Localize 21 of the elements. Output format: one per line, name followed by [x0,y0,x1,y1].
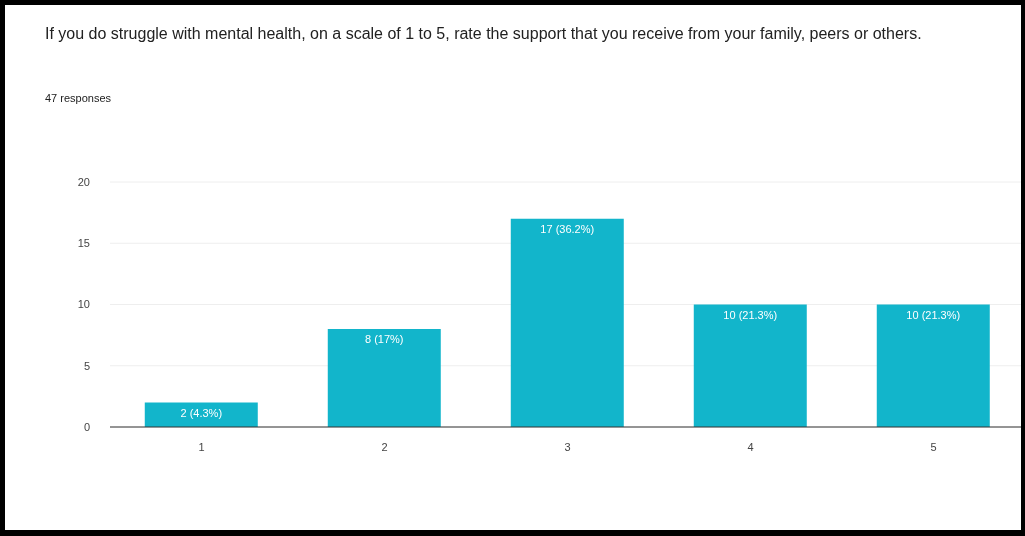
bar [693,304,807,427]
x-tick-label: 3 [564,440,571,453]
bar [876,304,990,427]
x-tick-label: 1 [198,440,205,453]
y-tick-label: 0 [83,420,90,433]
bar [327,329,441,427]
data-label: 2 (4.3%) [180,406,223,419]
y-tick-label: 15 [77,237,90,250]
chart-subtitle: 47 responses [45,92,112,104]
data-label: 17 (36.2%) [540,222,595,235]
data-label: 10 (21.3%) [906,308,961,321]
y-tick-label: 10 [77,298,90,311]
x-tick-label: 4 [747,440,754,453]
x-tick-label: 2 [381,440,388,453]
data-label: 10 (21.3%) [723,308,778,321]
y-tick-label: 5 [83,359,90,372]
x-tick-label: 5 [930,440,937,453]
bar [510,218,624,427]
y-tick-label: 20 [77,175,90,188]
data-label: 8 (17%) [365,333,404,345]
chart-title: If you do struggle with mental health, on a scale of 1 to 5, rate the support that you receive from your family, peers or others. [45,24,923,44]
